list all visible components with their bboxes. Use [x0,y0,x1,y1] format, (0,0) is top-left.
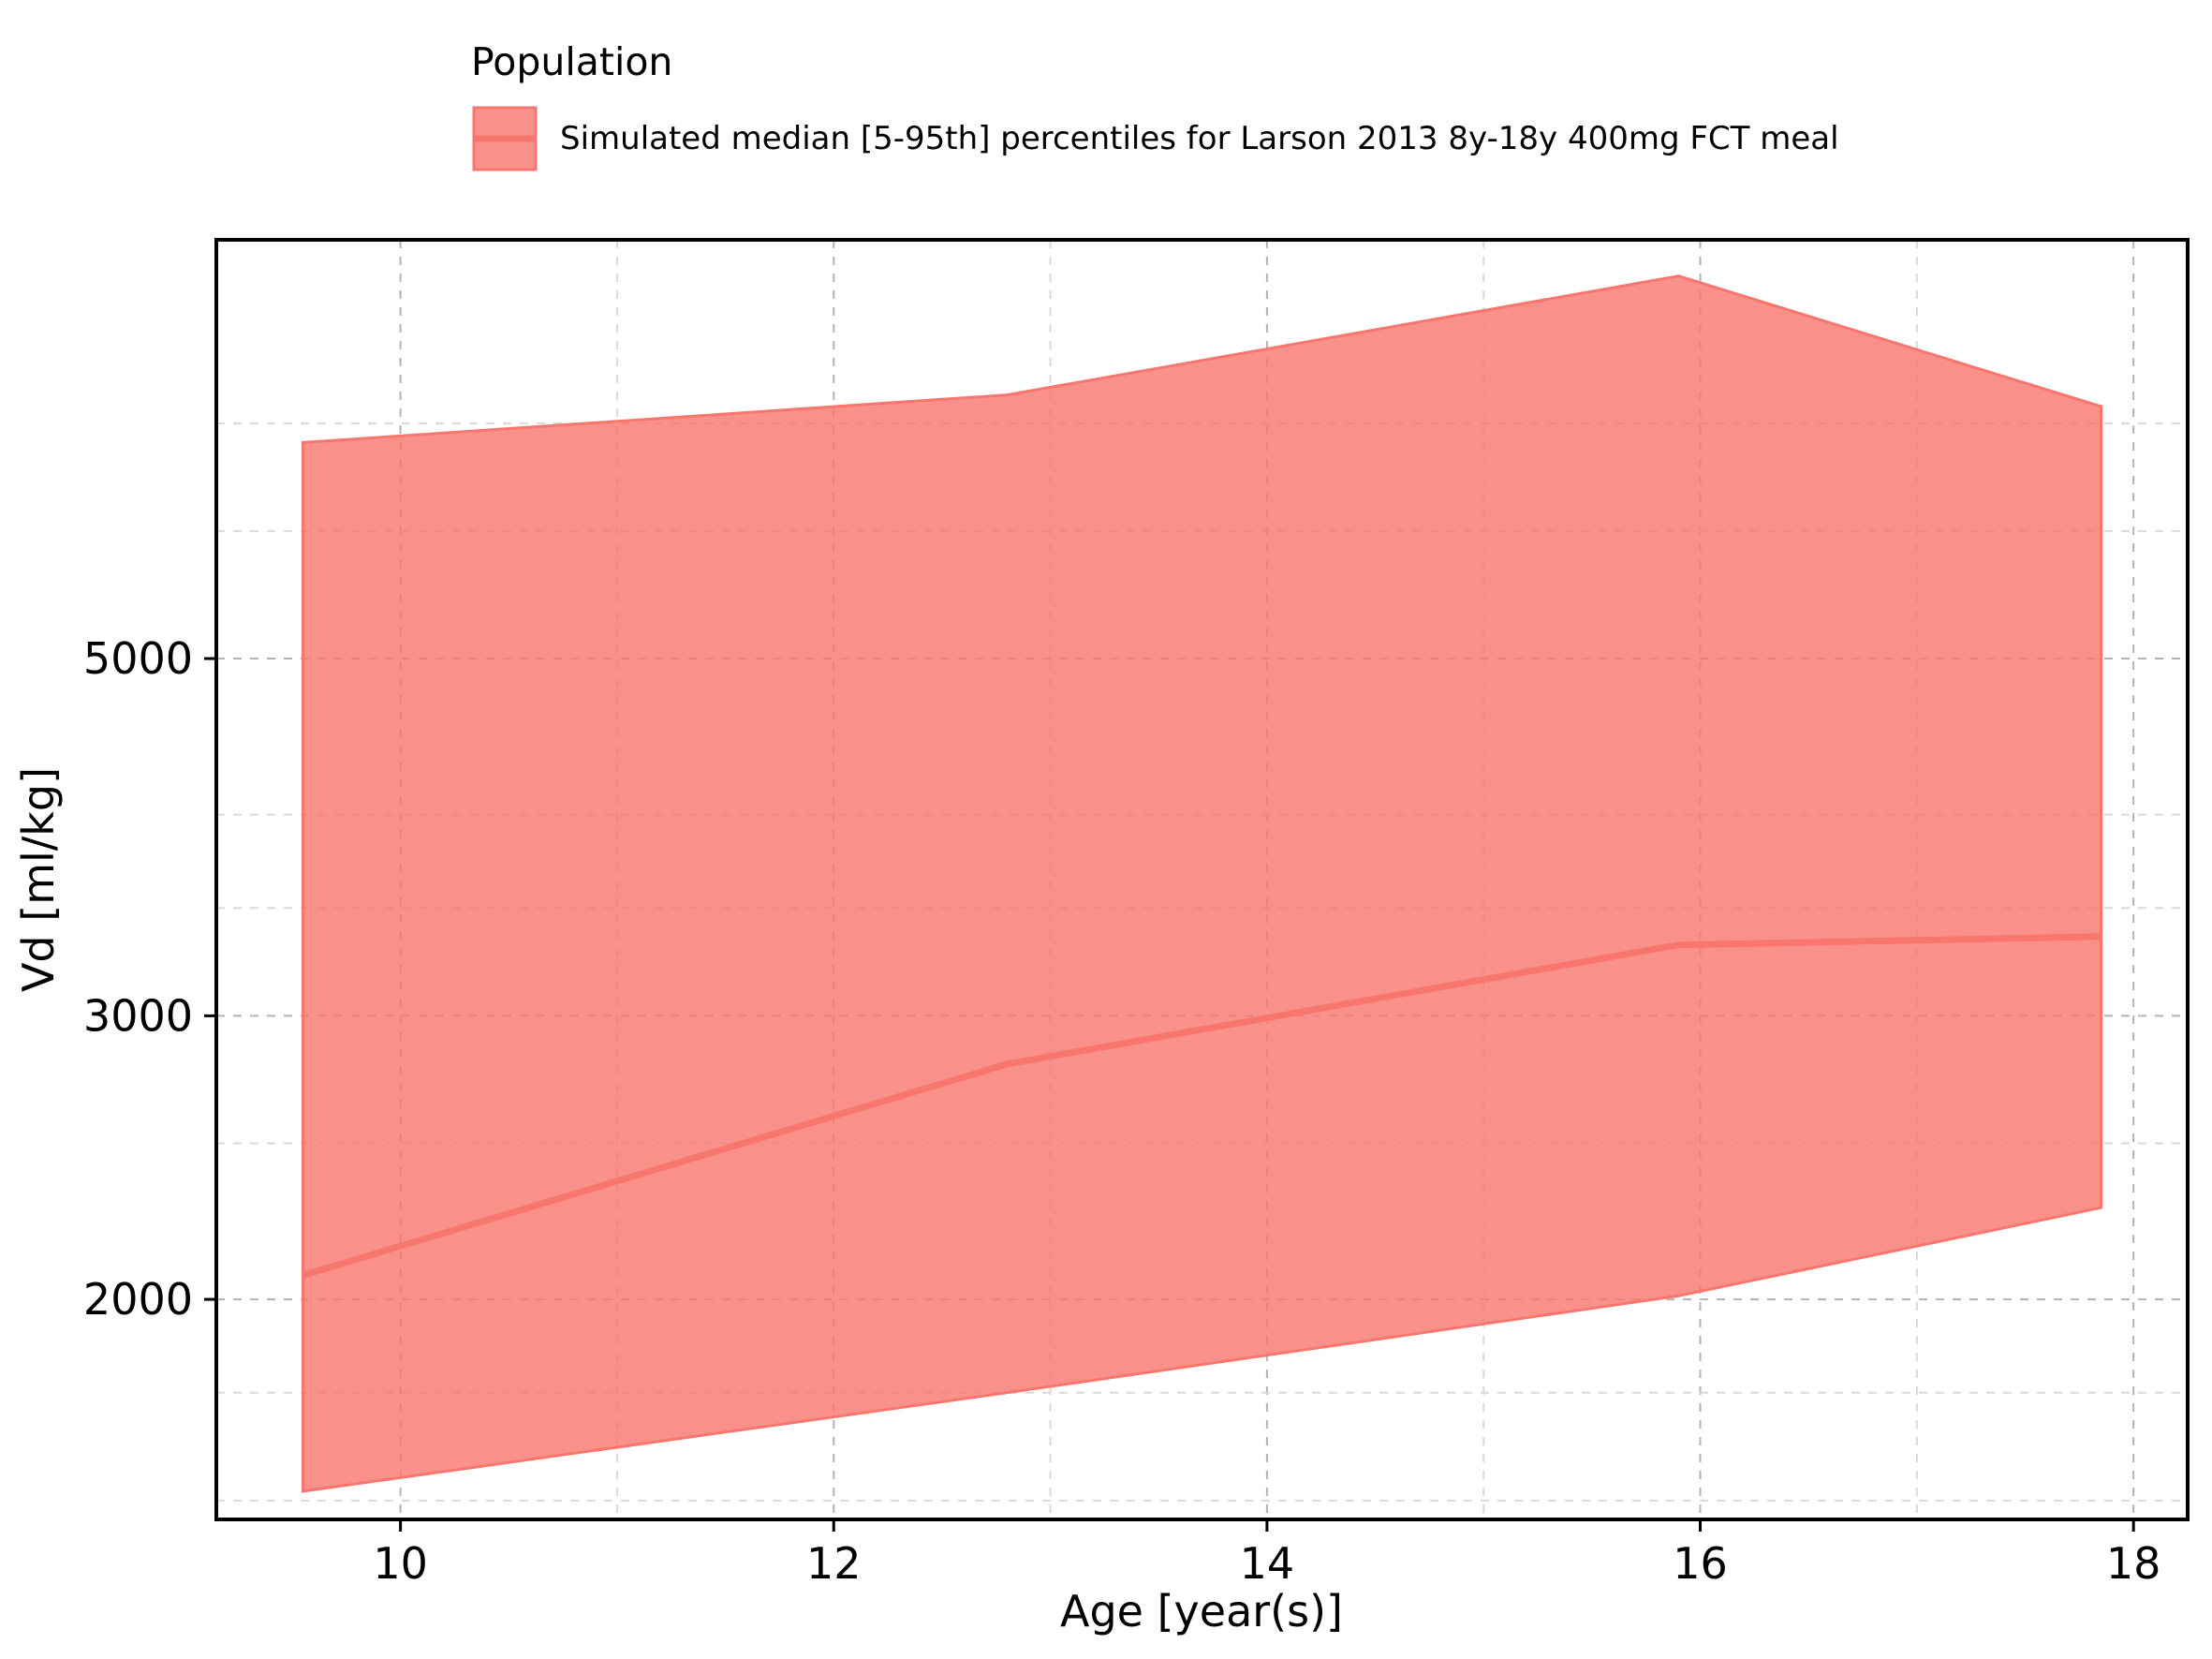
y-axis: 2000 3000 5000 [83,633,216,1325]
percentile-band-0 [302,274,2102,1493]
legend: Population Simulated median [5-95th] per… [471,39,1839,171]
y-tick-label: 2000 [83,1274,193,1325]
x-tick-label: 16 [1673,1538,1728,1589]
x-tick-label: 14 [1240,1538,1295,1589]
legend-entry-0: Simulated median [5-95th] percentiles fo… [560,120,1839,157]
x-tick-label: 12 [806,1538,862,1589]
median-line-0 [302,933,2101,1279]
y-tick-label: 3000 [83,990,193,1041]
x-tick-label: 10 [373,1538,428,1589]
x-axis-label: Age [year(s)] [1060,1586,1343,1637]
legend-title: Population [471,39,672,84]
y-tick-label: 5000 [83,633,193,684]
x-tick-label: 18 [2106,1538,2161,1589]
plot-frame [214,238,2190,1521]
y-axis-label: Vd [ml/kg] [13,767,64,992]
plot-data [302,274,2102,1493]
x-axis: 10 12 14 16 18 [373,1519,2160,1589]
